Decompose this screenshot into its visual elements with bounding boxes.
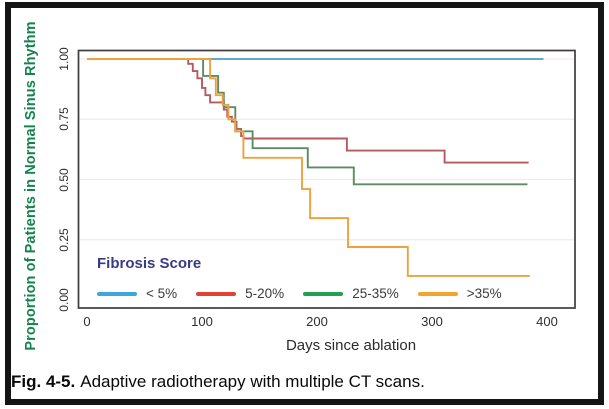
- legend-label: 25-35%: [352, 286, 399, 301]
- legend-line-swatch: [303, 291, 344, 296]
- legend: Fibrosis Score < 5% 5-20% 25-35% >35%: [97, 255, 521, 301]
- legend-item: 25-35%: [303, 286, 399, 301]
- legend-label: < 5%: [146, 286, 178, 301]
- legend-item: 5-20%: [196, 286, 284, 301]
- y-tick-label: 0.75: [57, 107, 71, 131]
- legend-items: < 5% 5-20% 25-35% >35%: [97, 286, 521, 301]
- km-curve: [87, 58, 528, 186]
- legend-label: >35%: [466, 286, 502, 301]
- y-tick-label: 0.50: [57, 167, 71, 192]
- plot-frame: [77, 49, 576, 309]
- legend-line-swatch: [97, 291, 137, 296]
- x-tick-label: 200: [306, 314, 328, 329]
- caption-text: Adaptive radiotherapy with multiple CT s…: [80, 372, 425, 391]
- figure-caption: Fig. 4-5. Adaptive radiotherapy with mult…: [11, 372, 425, 392]
- x-axis-title: Days since ablation: [285, 337, 417, 354]
- km-curve: [87, 58, 530, 277]
- caption-label: Fig. 4-5.: [11, 372, 76, 391]
- legend-item: >35%: [417, 286, 502, 301]
- x-tick-label: 0: [83, 314, 91, 329]
- y-tick-label: 1.00: [57, 47, 71, 71]
- x-tick-label: 400: [536, 314, 558, 329]
- legend-item: < 5%: [97, 286, 177, 301]
- y-axis-title: Proportion of Patients in Normal Sinus R…: [23, 21, 39, 351]
- legend-title: Fibrosis Score: [97, 255, 202, 272]
- x-tick-label: 300: [421, 314, 443, 329]
- legend-line-swatch: [417, 291, 458, 296]
- legend-line-swatch: [196, 291, 237, 296]
- y-tick-label: 0.00: [57, 288, 71, 312]
- x-tick-label: 100: [191, 314, 213, 329]
- legend-label: 5-20%: [245, 286, 285, 301]
- y-tick-label: 0.25: [57, 228, 71, 252]
- km-curve: [87, 58, 529, 164]
